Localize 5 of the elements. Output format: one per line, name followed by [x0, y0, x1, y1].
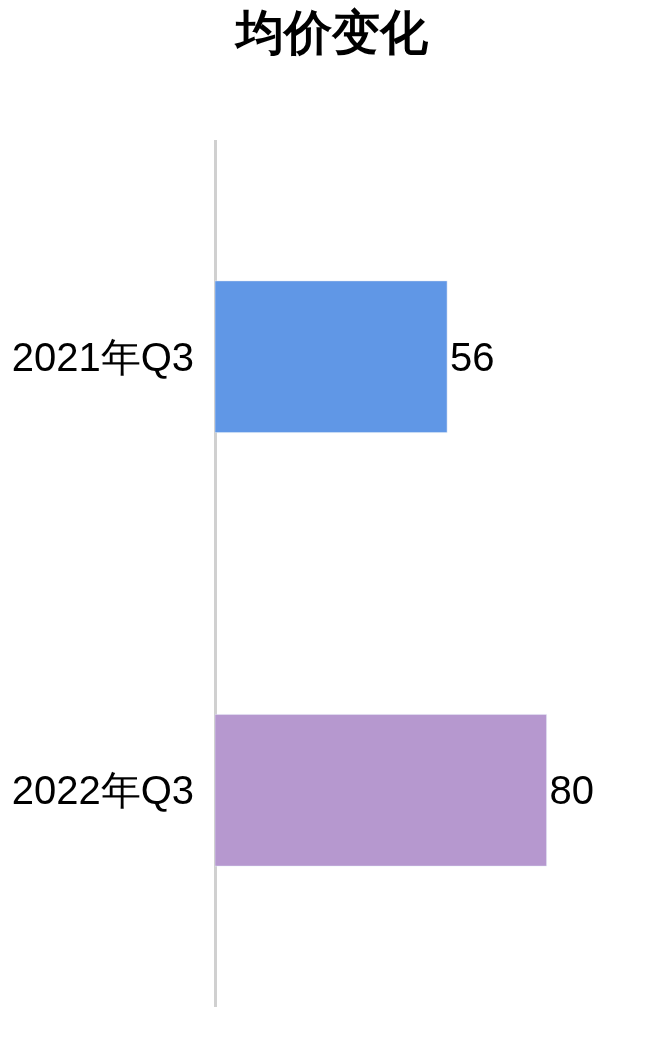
data-label: 56 — [450, 334, 495, 379]
chart-title: 均价变化 — [234, 6, 429, 60]
y-tick-label: 2021年Q3 — [11, 334, 194, 379]
y-tick-label: 2022年Q3 — [11, 768, 194, 813]
data-label: 80 — [549, 768, 595, 813]
